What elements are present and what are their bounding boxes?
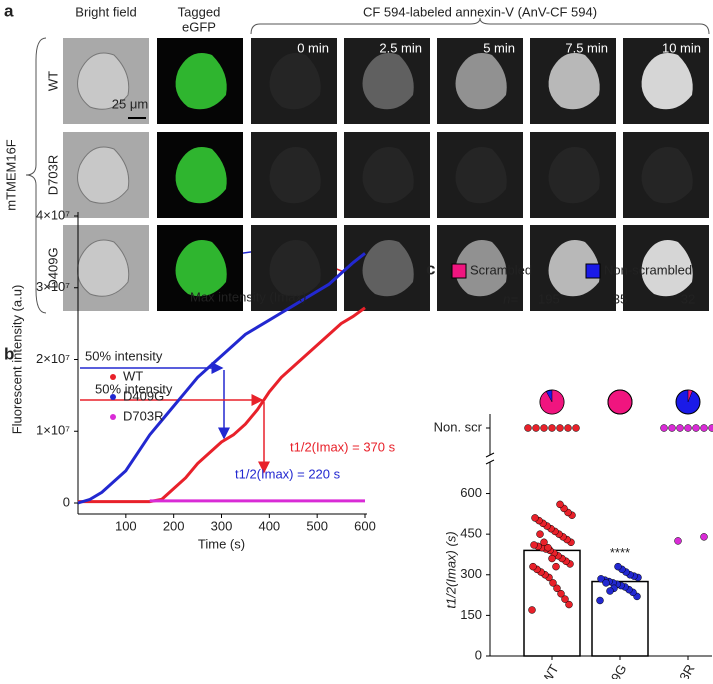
- y-tick-label: 150: [460, 607, 482, 622]
- panel-label: a: [4, 1, 14, 20]
- point: [597, 597, 604, 604]
- annotation: 50% intensity: [85, 348, 163, 363]
- point: [532, 514, 539, 521]
- time-label: 2.5 min: [379, 40, 422, 55]
- point: [607, 588, 614, 595]
- legend-swatch: [586, 264, 600, 278]
- y-tick-label: 0: [63, 494, 70, 509]
- y-tick-label: 4×10⁷: [36, 207, 70, 222]
- time-label: 0 min: [297, 40, 329, 55]
- brace: [26, 38, 46, 313]
- pie-slice: [540, 390, 564, 414]
- point: [530, 563, 537, 570]
- brace: [251, 18, 709, 34]
- legend-label: D703R: [123, 408, 163, 423]
- legend-label: Non-scrambled: [604, 262, 692, 277]
- scale-bar-label: 25 μm: [112, 96, 148, 111]
- point: [541, 539, 548, 546]
- point: [549, 555, 556, 562]
- y-axis-label: t1/2(Imax) (s): [443, 531, 458, 608]
- annotation: Max intensity (Imax): [190, 289, 306, 304]
- time-label: 5 min: [483, 40, 515, 55]
- point: [603, 579, 610, 586]
- nonscr-dot: [565, 425, 572, 432]
- point: [675, 537, 682, 544]
- x-tick-label: 200: [163, 518, 185, 533]
- y-tick-label: 600: [460, 485, 482, 500]
- break-label: Non. scr: [434, 419, 483, 434]
- y-tick-label: 2×10⁷: [36, 351, 70, 366]
- n-prefix: n=: [503, 291, 518, 306]
- col-header: Tagged: [178, 4, 221, 19]
- nonscr-dot: [661, 425, 668, 432]
- x-tick-label: 400: [258, 518, 280, 533]
- x-tick-label: D703R: [664, 662, 697, 679]
- nonscr-dot: [525, 425, 532, 432]
- y-tick-label: 1×10⁷: [36, 423, 70, 438]
- panel-label: c: [426, 259, 435, 278]
- y-tick-label: 450: [460, 526, 482, 541]
- legend-marker: [110, 414, 116, 420]
- y-tick-label: 3×10⁷: [36, 279, 70, 294]
- nonscr-dot: [685, 425, 692, 432]
- nonscr-dot: [557, 425, 564, 432]
- row-label: D703R: [45, 155, 60, 195]
- nonscr-dot: [533, 425, 540, 432]
- annotation: t1/2(Imax) = 220 s: [235, 466, 341, 481]
- group-label: mTMEM16F: [3, 139, 18, 211]
- nonscr-dot: [573, 425, 580, 432]
- nonscr-dot: [709, 425, 713, 432]
- annotation: t1/2(Imax) = 370 s: [290, 439, 396, 454]
- n-label: 35: [613, 291, 627, 306]
- legend-label: Scrambled: [470, 262, 532, 277]
- y-tick-label: 0: [475, 647, 482, 662]
- point: [557, 501, 564, 508]
- point: [553, 563, 560, 570]
- bar: [592, 582, 648, 656]
- col-header: eGFP: [182, 19, 216, 34]
- x-tick-label: 500: [306, 518, 328, 533]
- x-axis-label: Time (s): [198, 536, 245, 551]
- nonscr-dot: [677, 425, 684, 432]
- point: [615, 563, 622, 570]
- x-tick-label: 600: [354, 518, 376, 533]
- time-label: 7.5 min: [565, 40, 608, 55]
- x-tick-label: WT: [538, 662, 561, 679]
- nonscr-dot: [701, 425, 708, 432]
- n-label: 32: [681, 291, 695, 306]
- legend-swatch: [452, 264, 466, 278]
- annotation: 50% intensity: [95, 381, 173, 396]
- y-axis-label: Fluorescent intensity (a.u): [9, 285, 24, 435]
- point: [531, 541, 538, 548]
- col-header: CF 594-labeled annexin-V (AnV-CF 594): [363, 4, 597, 19]
- row-label: WT: [45, 71, 60, 91]
- x-tick-label: 100: [115, 518, 137, 533]
- point: [529, 606, 536, 613]
- point: [537, 531, 544, 538]
- nonscr-dot: [549, 425, 556, 432]
- nonscr-dot: [693, 425, 700, 432]
- pie-slice: [608, 390, 632, 414]
- point: [701, 533, 708, 540]
- n-label: 195: [538, 291, 560, 306]
- nonscr-dot: [541, 425, 548, 432]
- y-tick-label: 300: [460, 566, 482, 581]
- legend-marker: [110, 374, 116, 380]
- x-tick-label: D409G: [596, 662, 630, 679]
- time-label: 10 min: [662, 40, 701, 55]
- nonscr-dot: [669, 425, 676, 432]
- significance: ****: [610, 545, 630, 560]
- x-tick-label: 300: [211, 518, 233, 533]
- col-header: Bright field: [75, 4, 136, 19]
